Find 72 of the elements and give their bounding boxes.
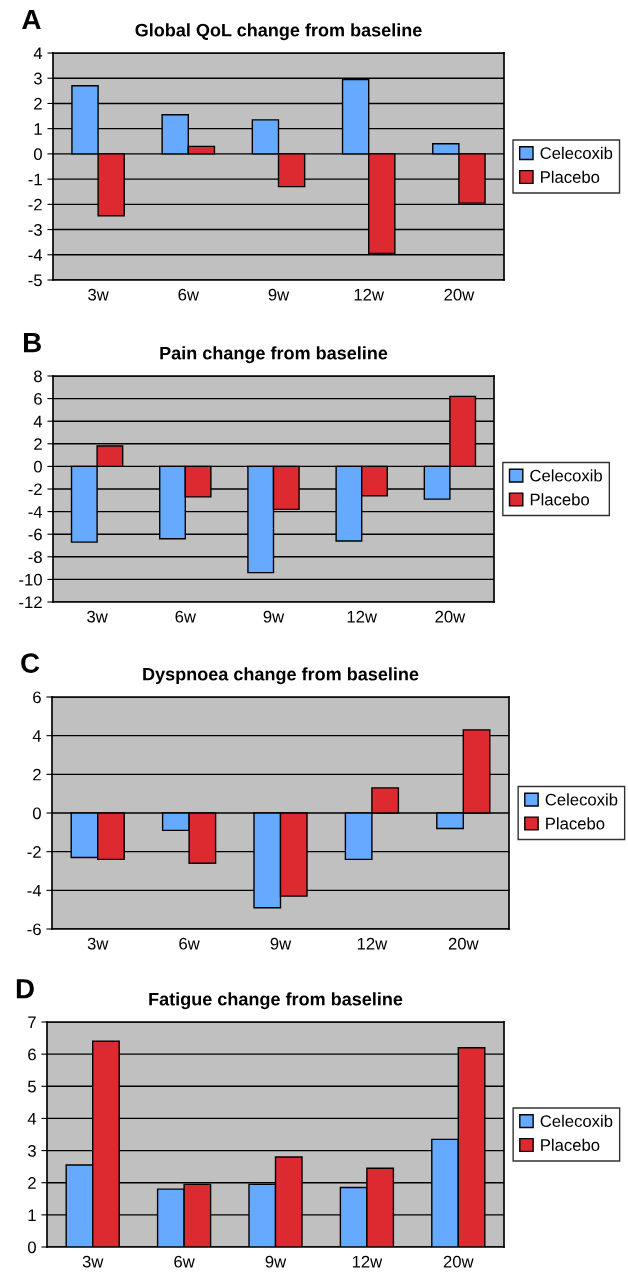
y-tick-label: 8	[34, 370, 42, 383]
x-tick-label: 9w	[265, 1255, 287, 1268]
y-tick-label: -1	[28, 173, 42, 186]
legend-label: Placebo	[541, 1138, 600, 1151]
y-tick-label: -10	[19, 573, 42, 586]
x-tick-label: 20w	[448, 937, 479, 950]
legend-label: Celecoxib	[540, 1114, 613, 1128]
y-tick-label: 3	[33, 72, 42, 85]
y-tick-label: -5	[28, 274, 42, 287]
x-tick-label: 20w	[435, 610, 466, 623]
x-tick-label: 6w	[174, 1255, 195, 1268]
legend-label: Placebo	[541, 170, 600, 183]
x-tick-label: 6w	[175, 610, 196, 623]
y-tick-label: -6	[28, 528, 42, 541]
x-tick-label: 3w	[88, 288, 109, 301]
y-tick-label: 6	[33, 691, 41, 704]
x-tick-label: 12w	[352, 1255, 383, 1268]
x-tick-label: 6w	[178, 288, 199, 301]
y-tick-label: -4	[28, 506, 43, 518]
y-tick-label: 6	[28, 1048, 36, 1061]
y-tick-label: 0	[33, 460, 42, 473]
chart-title: Global QoL change from baseline	[135, 23, 422, 41]
y-tick-label: -2	[28, 198, 42, 211]
y-tick-label: 6	[34, 393, 42, 405]
y-tick-label: -2	[28, 483, 42, 496]
x-tick-label: 12w	[354, 288, 385, 301]
x-tick-label: 9w	[270, 937, 292, 950]
y-tick-label: 2	[28, 1177, 36, 1189]
x-tick-label: 3w	[87, 937, 109, 950]
y-tick-label: 1	[28, 1209, 36, 1221]
y-tick-label: 1	[34, 123, 42, 135]
y-tick-label: -3	[28, 223, 42, 236]
x-tick-label: 9w	[268, 288, 290, 301]
y-tick-label: 4	[27, 1113, 37, 1125]
x-tick-label: 6w	[179, 937, 200, 950]
y-tick-label: -4	[27, 884, 42, 897]
legend-label: Placebo	[530, 493, 590, 506]
y-tick-label: -8	[28, 551, 42, 563]
chart-title: Pain change from baseline	[160, 346, 388, 364]
x-tick-label: 3w	[87, 610, 108, 623]
chart-title: Fatigue change from baseline	[149, 992, 403, 1010]
y-tick-label: 4	[33, 47, 43, 60]
x-tick-label: 20w	[444, 288, 475, 301]
legend-label: Celecoxib	[545, 793, 618, 806]
legend-label: Celecoxib	[530, 469, 602, 482]
x-tick-label: 12w	[357, 937, 388, 950]
y-tick-label: -6	[27, 923, 41, 936]
y-tick-label: 0	[32, 807, 41, 820]
text: D	[16, 979, 34, 999]
y-tick-label: 0	[33, 148, 42, 161]
y-tick-label: 4	[32, 730, 42, 742]
y-tick-label: 3	[27, 1144, 36, 1157]
y-tick-label: 7	[28, 1016, 36, 1029]
legend-label: Placebo	[546, 817, 605, 830]
legend-label: Celecoxib	[540, 146, 613, 160]
chart-title: Dyspnoea change from baseline	[143, 667, 419, 685]
y-tick-label: 5	[27, 1080, 36, 1093]
x-tick-label: 3w	[82, 1255, 104, 1268]
y-tick-label: -12	[19, 596, 42, 609]
y-tick-label: -2	[27, 846, 41, 858]
y-tick-label: 4	[33, 415, 43, 428]
y-tick-label: 2	[34, 97, 42, 110]
y-tick-label: 0	[27, 1241, 36, 1254]
x-tick-label: 20w	[443, 1255, 474, 1268]
x-tick-label: 12w	[347, 610, 378, 623]
y-tick-label: -4	[28, 249, 43, 261]
text: A	[22, 9, 41, 30]
x-tick-label: 9w	[263, 610, 285, 623]
y-tick-label: 2	[34, 438, 42, 450]
text: B	[23, 333, 41, 353]
text: C	[21, 653, 40, 673]
y-tick-label: 2	[33, 768, 41, 781]
